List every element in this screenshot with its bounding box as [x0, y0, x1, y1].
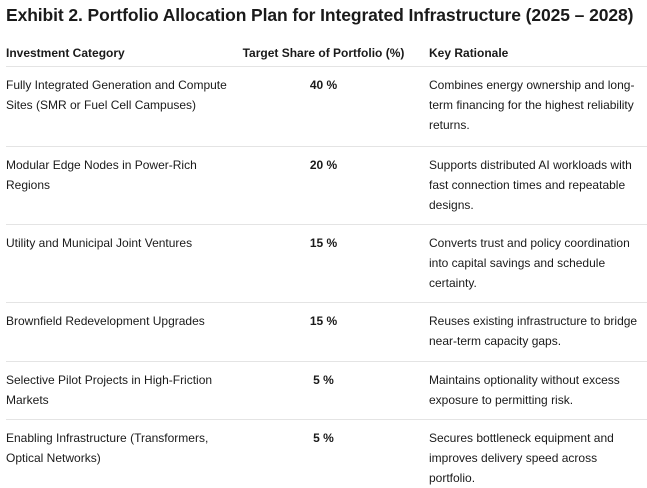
cell-category: Brownfield Redevelopment Upgrades [6, 301, 232, 361]
header-investment-category: Investment Category [6, 45, 125, 60]
table-row: Brownfield Redevelopment Upgrades 15 % R… [6, 301, 647, 361]
cell-rationale: Reuses existing infrastructure to bridge… [419, 301, 647, 361]
cell-share: 5 % [232, 418, 419, 488]
table-row: Utility and Municipal Joint Ventures 15 … [6, 223, 647, 302]
table-header-row: Investment Category Target Share of Port… [6, 34, 647, 66]
table-row: Modular Edge Nodes in Power-Rich Regions… [6, 145, 647, 224]
cell-share: 15 % [232, 301, 419, 361]
cell-rationale: Combines energy ownership and long-term … [419, 65, 647, 146]
cell-category: Selective Pilot Projects in High-Frictio… [6, 360, 232, 419]
cell-category: Fully Integrated Generation and Compute … [6, 65, 232, 146]
table-row: Enabling Infrastructure (Transformers, O… [6, 418, 647, 488]
cell-share: 40 % [232, 65, 419, 146]
header-key-rationale: Key Rationale [429, 45, 509, 60]
cell-category: Utility and Municipal Joint Ventures [6, 223, 232, 302]
allocation-table: Investment Category Target Share of Port… [6, 34, 647, 488]
cell-category: Enabling Infrastructure (Transformers, O… [6, 418, 232, 488]
cell-category: Modular Edge Nodes in Power-Rich Regions [6, 145, 232, 224]
cell-rationale: Maintains optionality without excess exp… [419, 360, 647, 419]
cell-share: 15 % [232, 223, 419, 302]
document-page: Exhibit 2. Portfolio Allocation Plan for… [6, 5, 647, 488]
cell-rationale: Converts trust and policy coordination i… [419, 223, 647, 302]
header-target-share: Target Share of Portfolio (%) [242, 45, 405, 60]
cell-share: 20 % [232, 145, 419, 224]
table-row: Fully Integrated Generation and Compute … [6, 65, 647, 146]
table-row: Selective Pilot Projects in High-Frictio… [6, 360, 647, 419]
cell-share: 5 % [232, 360, 419, 419]
cell-rationale: Secures bottleneck equipment and improve… [419, 418, 647, 488]
exhibit-title: Exhibit 2. Portfolio Allocation Plan for… [6, 5, 634, 25]
cell-rationale: Supports distributed AI workloads with f… [419, 145, 647, 224]
